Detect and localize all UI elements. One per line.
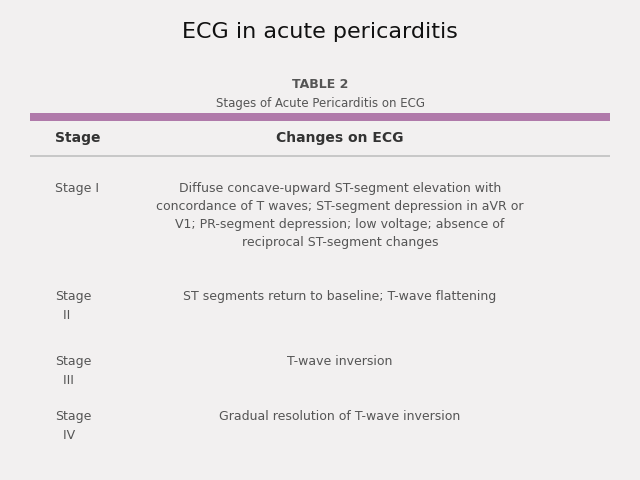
Text: Diffuse concave-upward ST-segment elevation with
concordance of T waves; ST-segm: Diffuse concave-upward ST-segment elevat… — [156, 182, 524, 249]
Text: Changes on ECG: Changes on ECG — [276, 131, 404, 145]
Text: ECG in acute pericarditis: ECG in acute pericarditis — [182, 22, 458, 42]
Text: Stage
  II: Stage II — [55, 290, 92, 322]
Text: T-wave inversion: T-wave inversion — [287, 355, 393, 368]
Text: Stage
  III: Stage III — [55, 355, 92, 387]
Text: Stages of Acute Pericarditis on ECG: Stages of Acute Pericarditis on ECG — [216, 96, 424, 109]
Bar — [30, 155, 610, 156]
Text: Gradual resolution of T-wave inversion: Gradual resolution of T-wave inversion — [220, 410, 461, 423]
Bar — [30, 113, 610, 121]
Text: Stage I: Stage I — [55, 182, 99, 195]
Text: ST segments return to baseline; T-wave flattening: ST segments return to baseline; T-wave f… — [184, 290, 497, 303]
Text: Stage
  IV: Stage IV — [55, 410, 92, 442]
Text: TABLE 2: TABLE 2 — [292, 79, 348, 92]
Text: Stage: Stage — [55, 131, 100, 145]
